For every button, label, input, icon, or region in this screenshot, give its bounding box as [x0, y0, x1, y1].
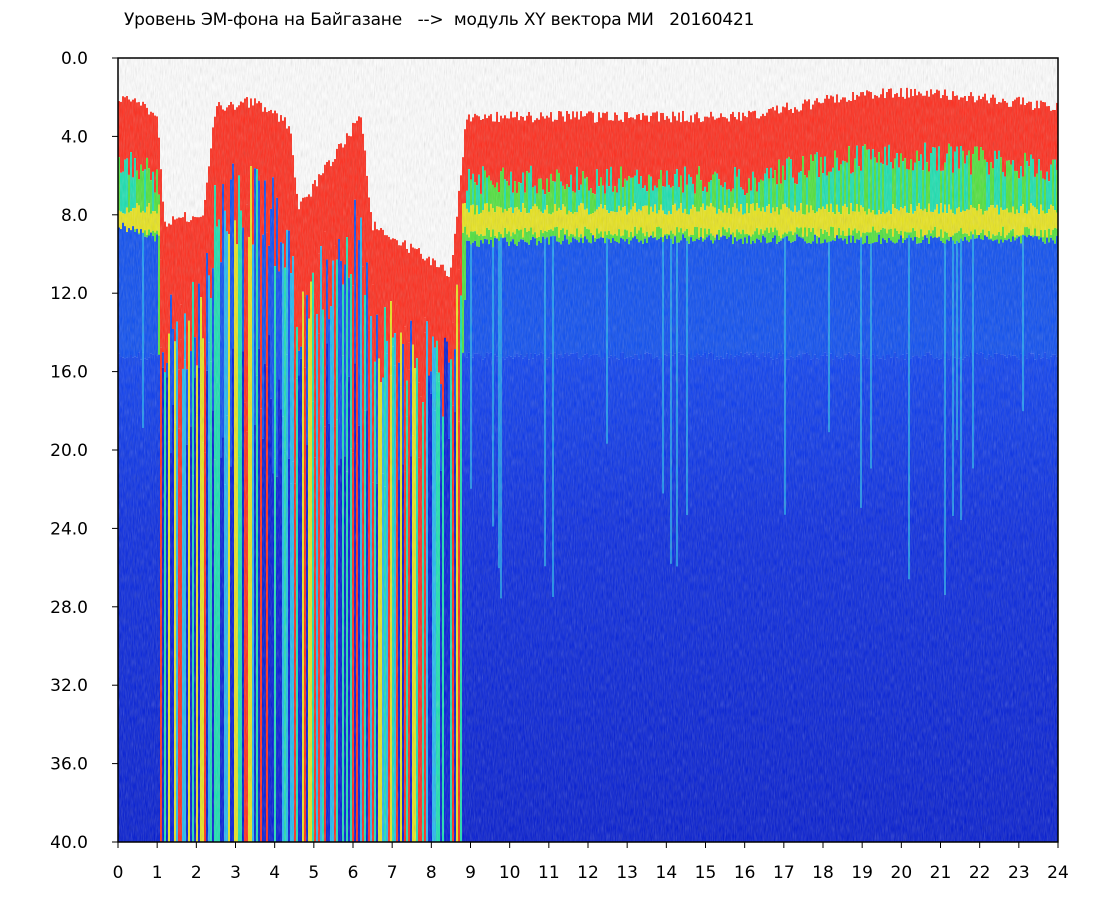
- x-tick-label: 21: [930, 863, 952, 883]
- y-tick-label: 24.0: [50, 519, 88, 539]
- y-tick-label: 28.0: [50, 598, 88, 618]
- y-tick-label: 4.0: [61, 127, 88, 147]
- x-tick-label: 18: [812, 863, 834, 883]
- x-tick-label: 24: [1047, 863, 1069, 883]
- x-tick-label: 13: [616, 863, 638, 883]
- y-tick-label: 32.0: [50, 676, 88, 696]
- x-tick-label: 12: [577, 863, 599, 883]
- y-tick-label: 0.0: [61, 49, 88, 69]
- x-tick-label: 3: [230, 863, 241, 883]
- x-tick-label: 9: [465, 863, 476, 883]
- y-tick-label: 20.0: [50, 441, 88, 461]
- y-tick-label: 40.0: [50, 833, 88, 853]
- x-tick-label: 16: [734, 863, 756, 883]
- x-tick-label: 11: [538, 863, 560, 883]
- x-tick-label: 8: [426, 863, 437, 883]
- y-tick-label: 16.0: [50, 363, 88, 383]
- x-tick-label: 17: [773, 863, 795, 883]
- x-tick-label: 15: [695, 863, 717, 883]
- y-axis: 0.0 4.0 8.0 12.0 16.0 20.0 24.0 28.0 32.0 36.0 40.…: [50, 49, 118, 853]
- x-tick-label: 23: [1008, 863, 1030, 883]
- x-tick-label: 7: [387, 863, 398, 883]
- y-tick-label: 12.0: [50, 284, 88, 304]
- noise-overlay: [118, 58, 1058, 842]
- x-axis: 0 1 2 3 4 5 6 7 8 9 10 11 12 13 14 15 16 17 18 19 20 21 22 23 24: [113, 842, 1069, 883]
- x-tick-label: 4: [269, 863, 280, 883]
- x-tick-label: 14: [656, 863, 678, 883]
- y-tick-label: 36.0: [50, 755, 88, 775]
- x-tick-label: 19: [851, 863, 873, 883]
- x-tick-label: 5: [308, 863, 319, 883]
- x-tick-label: 22: [969, 863, 991, 883]
- x-tick-label: 0: [113, 863, 124, 883]
- y-tick-label: 8.0: [61, 206, 88, 226]
- x-tick-label: 1: [152, 863, 163, 883]
- x-tick-label: 2: [191, 863, 202, 883]
- chart-title: Уровень ЭМ-фона на Байгазане --> модуль …: [124, 10, 755, 30]
- x-tick-label: 6: [348, 863, 359, 883]
- x-tick-label: 20: [891, 863, 913, 883]
- x-tick-label: 10: [499, 863, 521, 883]
